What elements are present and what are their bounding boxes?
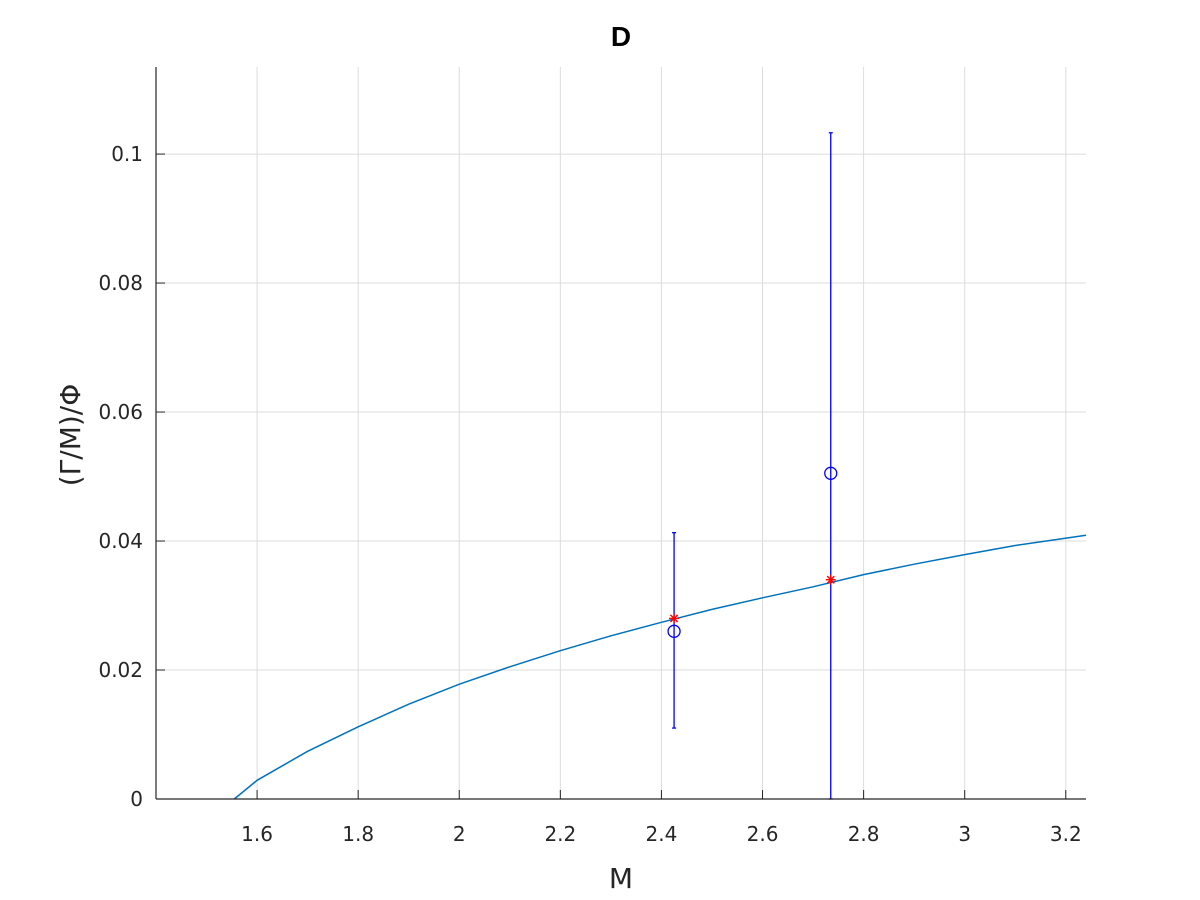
- x-tick-label: 3: [958, 822, 971, 846]
- y-tick-label: 0.06: [98, 400, 143, 424]
- x-tick-label: 3.2: [1050, 822, 1082, 846]
- measured-point: [667, 624, 681, 638]
- y-tick-label: 0.1: [111, 142, 143, 166]
- x-tick-label: 1.6: [241, 822, 273, 846]
- x-tick-label: 2: [453, 822, 466, 846]
- chart-title: D: [611, 21, 631, 52]
- plot-background: [156, 67, 1086, 799]
- y-tick-label: 0: [130, 787, 143, 811]
- predicted-point: [669, 613, 680, 624]
- y-axis-label: (Γ/M)/Φ: [54, 384, 87, 487]
- model-curve-layer: [233, 534, 1087, 800]
- x-tick-label: 1.8: [342, 822, 374, 846]
- points-layer: [667, 466, 838, 638]
- measured-point: [824, 466, 838, 480]
- x-tick-label: 2.6: [747, 822, 779, 846]
- x-tick-label: 2.4: [646, 822, 678, 846]
- y-tick-label: 0.08: [98, 271, 143, 295]
- grid: [156, 67, 1086, 800]
- x-tick-label: 2.2: [544, 822, 576, 846]
- model-curve: [233, 534, 1087, 800]
- predicted-point: [825, 574, 836, 585]
- ticks: 1.6 1.8 2 2.2 2.4 2.6 2.8 3 3.2 0 0.02 0.04 0.06 0.08…: [98, 142, 1081, 846]
- y-tick-label: 0.04: [98, 529, 143, 553]
- x-axis-label: M: [609, 862, 633, 895]
- y-tick-label: 0.02: [98, 658, 143, 682]
- x-tick-label: 2.8: [848, 822, 880, 846]
- axes: [155, 67, 1086, 800]
